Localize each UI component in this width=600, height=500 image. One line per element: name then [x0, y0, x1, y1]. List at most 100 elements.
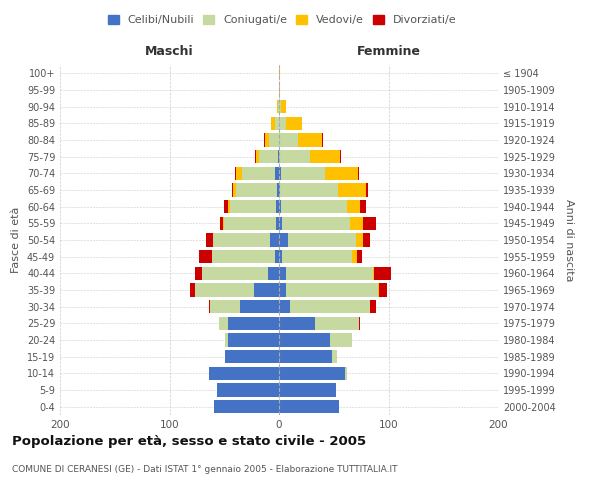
- Bar: [279, 166, 281, 180]
- Bar: [224, 200, 227, 213]
- Bar: [350, 216, 364, 230]
- Bar: [282, 216, 350, 230]
- Bar: [271, 116, 275, 130]
- Bar: [235, 166, 236, 180]
- Bar: [190, 284, 194, 296]
- Bar: [242, 166, 275, 180]
- Bar: [236, 166, 242, 180]
- Bar: [227, 316, 279, 330]
- Bar: [281, 166, 325, 180]
- Bar: [315, 316, 359, 330]
- Bar: [276, 200, 279, 213]
- Bar: [194, 284, 254, 296]
- Bar: [239, 300, 279, 314]
- Bar: [364, 234, 370, 246]
- Bar: [364, 216, 376, 230]
- Bar: [256, 150, 259, 164]
- Bar: [206, 234, 214, 246]
- Bar: [347, 200, 360, 213]
- Bar: [279, 350, 332, 364]
- Bar: [279, 250, 282, 264]
- Bar: [214, 400, 279, 413]
- Bar: [276, 216, 279, 230]
- Bar: [279, 116, 286, 130]
- Bar: [357, 250, 362, 264]
- Bar: [279, 266, 286, 280]
- Bar: [275, 116, 279, 130]
- Bar: [220, 216, 223, 230]
- Bar: [226, 334, 227, 346]
- Bar: [236, 184, 277, 196]
- Bar: [279, 334, 331, 346]
- Bar: [298, 134, 322, 146]
- Bar: [286, 284, 377, 296]
- Bar: [279, 216, 282, 230]
- Bar: [214, 234, 270, 246]
- Bar: [281, 100, 286, 114]
- Bar: [279, 316, 315, 330]
- Text: COMUNE DI CERANESI (GE) - Dati ISTAT 1° gennaio 2005 - Elaborazione TUTTITALIA.I: COMUNE DI CERANESI (GE) - Dati ISTAT 1° …: [12, 465, 398, 474]
- Bar: [232, 184, 233, 196]
- Legend: Celibi/Nubili, Coniugati/e, Vedovi/e, Divorziati/e: Celibi/Nubili, Coniugati/e, Vedovi/e, Di…: [103, 10, 461, 30]
- Bar: [270, 234, 279, 246]
- Bar: [212, 250, 275, 264]
- Bar: [338, 184, 365, 196]
- Bar: [280, 184, 338, 196]
- Bar: [277, 184, 279, 196]
- Bar: [277, 100, 278, 114]
- Bar: [365, 184, 368, 196]
- Text: Popolazione per età, sesso e stato civile - 2005: Popolazione per età, sesso e stato civil…: [12, 435, 366, 448]
- Bar: [194, 266, 202, 280]
- Bar: [278, 150, 279, 164]
- Bar: [259, 150, 278, 164]
- Bar: [286, 266, 373, 280]
- Bar: [377, 284, 379, 296]
- Bar: [370, 300, 376, 314]
- Bar: [288, 234, 356, 246]
- Bar: [230, 200, 276, 213]
- Bar: [279, 400, 339, 413]
- Bar: [279, 150, 310, 164]
- Bar: [224, 216, 276, 230]
- Bar: [279, 300, 290, 314]
- Bar: [254, 284, 279, 296]
- Bar: [226, 350, 279, 364]
- Bar: [217, 384, 279, 396]
- Bar: [278, 100, 279, 114]
- Bar: [340, 150, 341, 164]
- Bar: [223, 216, 224, 230]
- Bar: [345, 366, 347, 380]
- Y-axis label: Fasce di età: Fasce di età: [11, 207, 21, 273]
- Bar: [275, 250, 279, 264]
- Bar: [352, 250, 357, 264]
- Bar: [286, 116, 302, 130]
- Bar: [331, 334, 352, 346]
- Bar: [282, 250, 352, 264]
- Bar: [219, 316, 227, 330]
- Bar: [358, 166, 359, 180]
- Text: Femmine: Femmine: [356, 45, 421, 58]
- Bar: [360, 200, 365, 213]
- Bar: [279, 100, 281, 114]
- Bar: [279, 234, 288, 246]
- Bar: [265, 134, 269, 146]
- Bar: [279, 66, 280, 80]
- Bar: [279, 366, 345, 380]
- Bar: [359, 316, 360, 330]
- Bar: [322, 134, 323, 146]
- Bar: [209, 300, 210, 314]
- Bar: [379, 284, 388, 296]
- Bar: [279, 134, 298, 146]
- Bar: [210, 300, 239, 314]
- Bar: [373, 266, 374, 280]
- Text: Maschi: Maschi: [145, 45, 194, 58]
- Bar: [356, 234, 364, 246]
- Bar: [325, 166, 358, 180]
- Bar: [227, 200, 230, 213]
- Bar: [279, 184, 280, 196]
- Bar: [279, 284, 286, 296]
- Bar: [227, 334, 279, 346]
- Bar: [332, 350, 337, 364]
- Bar: [275, 166, 279, 180]
- Bar: [202, 266, 268, 280]
